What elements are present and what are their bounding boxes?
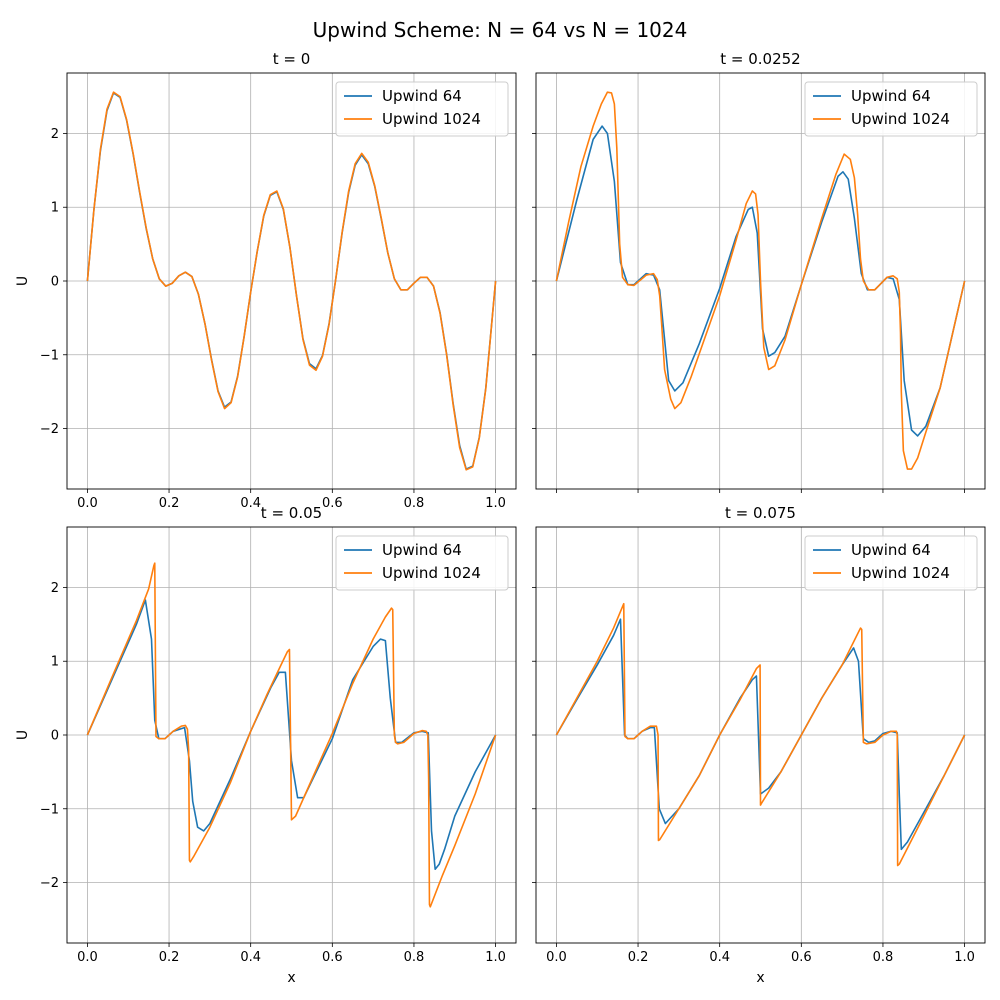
x-tick-label: 1.0 xyxy=(485,950,506,965)
legend-label: Upwind 1024 xyxy=(382,110,481,128)
legend-label: Upwind 64 xyxy=(382,87,462,105)
axes-frame xyxy=(66,72,517,490)
legend-box xyxy=(335,535,509,591)
legend: Upwind 64 Upwind 1024 xyxy=(335,535,509,591)
legend-label: Upwind 1024 xyxy=(851,564,950,582)
legend-label: Upwind 64 xyxy=(382,541,462,559)
x-axis-label: x xyxy=(756,970,764,986)
x-tick-label: 1.0 xyxy=(485,496,506,511)
legend-box xyxy=(804,535,978,591)
subplot-title: t = 0 xyxy=(273,50,311,68)
legend-box xyxy=(804,81,978,137)
subplot-title: t = 0.0252 xyxy=(720,50,800,68)
series-line-upwind-1024 xyxy=(555,91,966,470)
y-axis-label: U xyxy=(15,730,31,740)
y-tick-label: −2 xyxy=(40,422,59,437)
legend-box xyxy=(335,81,509,137)
subplot-grid: 0.0 0.2 0.4 0.6 0.8 1.0 −2 −1 0 1 2 t = 0 U Upwind 64… xyxy=(15,50,986,986)
y-tick-label: −1 xyxy=(40,802,59,817)
x-axis-label: x xyxy=(287,970,295,986)
x-tick-label: 0.6 xyxy=(322,496,343,511)
subplot-3: 0.0 0.2 0.4 0.6 0.8 1.0 −2 −1 0 1 2 t = 0.05 x U Upwin… xyxy=(15,504,517,986)
y-tick-label: −1 xyxy=(40,348,59,363)
x-tick-label: 0.4 xyxy=(709,950,730,965)
y-tick-label: 0 xyxy=(51,729,59,744)
x-tick-label: 0.4 xyxy=(240,496,261,511)
y-tick-label: 1 xyxy=(51,201,59,216)
axes-frame xyxy=(535,72,986,490)
subplot-1: 0.0 0.2 0.4 0.6 0.8 1.0 −2 −1 0 1 2 t = 0 U Upwind 64… xyxy=(15,50,517,511)
y-tick-label: 1 xyxy=(51,655,59,670)
legend: Upwind 64 Upwind 1024 xyxy=(804,535,978,591)
subplot-title: t = 0.05 xyxy=(261,504,322,522)
x-tick-label: 0.6 xyxy=(322,950,343,965)
y-tick-label: −2 xyxy=(40,876,59,891)
subplot-title: t = 0.075 xyxy=(725,504,796,522)
figure-suptitle: Upwind Scheme: N = 64 vs N = 1024 xyxy=(313,18,688,42)
subplot-2: t = 0.0252 Upwind 64 Upwind 1024 xyxy=(532,50,986,493)
legend-label: Upwind 1024 xyxy=(851,110,950,128)
y-tick-label: 0 xyxy=(51,275,59,290)
legend-label: Upwind 64 xyxy=(851,87,931,105)
series-line-upwind-1024 xyxy=(555,602,966,867)
legend-label: Upwind 1024 xyxy=(382,564,481,582)
x-tick-label: 0.0 xyxy=(77,950,98,965)
series-line-upwind-1024 xyxy=(86,562,497,908)
x-tick-label: 1.0 xyxy=(954,950,975,965)
legend-label: Upwind 64 xyxy=(851,541,931,559)
y-tick-label: 2 xyxy=(51,581,59,596)
y-axis-label: U xyxy=(15,276,31,286)
y-tick-label: 2 xyxy=(51,127,59,142)
x-tick-label: 0.4 xyxy=(240,950,261,965)
x-tick-label: 0.8 xyxy=(404,950,425,965)
x-tick-label: 0.8 xyxy=(873,950,894,965)
x-tick-label: 0.2 xyxy=(159,496,180,511)
x-tick-label: 0.6 xyxy=(791,950,812,965)
x-tick-label: 0.0 xyxy=(77,496,98,511)
legend: Upwind 64 Upwind 1024 xyxy=(804,81,978,137)
x-tick-label: 0.8 xyxy=(404,496,425,511)
axes-frame xyxy=(66,526,517,944)
x-tick-label: 0.2 xyxy=(628,950,649,965)
series-line-upwind-1024 xyxy=(86,91,497,471)
axes-frame xyxy=(535,526,986,944)
x-tick-label: 0.2 xyxy=(159,950,180,965)
x-tick-label: 0.0 xyxy=(546,950,567,965)
legend: Upwind 64 Upwind 1024 xyxy=(335,81,509,137)
